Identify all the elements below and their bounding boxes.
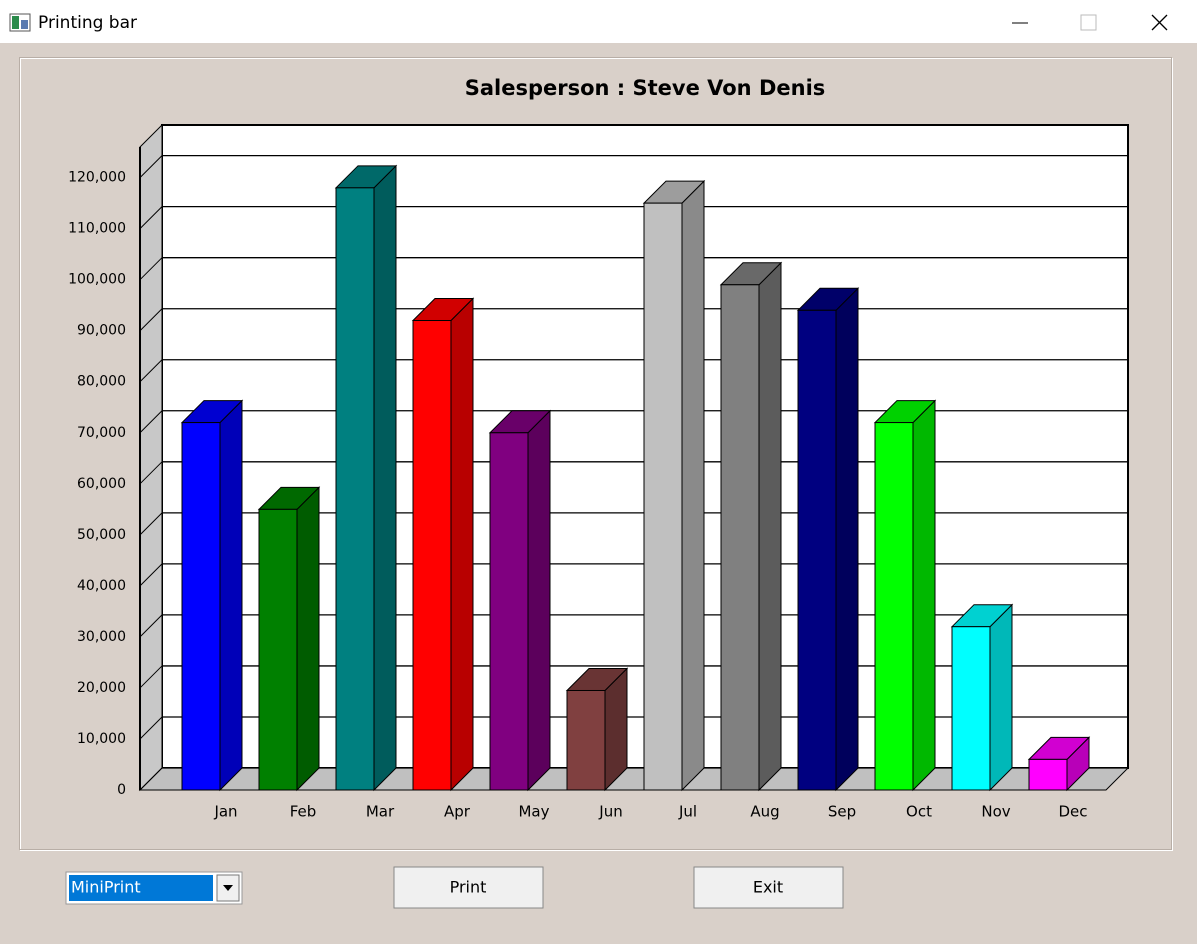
- y-tick-label: 0: [117, 782, 126, 798]
- y-tick-label: 60,000: [77, 476, 126, 492]
- bar-side: [912, 399, 936, 792]
- title-bar: [0, 0, 1197, 43]
- maximize-button[interactable]: [1080, 14, 1097, 31]
- app-icon-part: [12, 16, 19, 29]
- x-tick-label: Mar: [366, 803, 395, 821]
- x-tick-label: Jul: [678, 803, 697, 821]
- wall-grid-line: [139, 206, 163, 230]
- y-tick-label: 20,000: [77, 680, 126, 696]
- bar-front: [335, 187, 375, 791]
- x-tick-label: Feb: [290, 803, 317, 821]
- wall-grid-line: [139, 257, 163, 281]
- combo-selection: [69, 875, 213, 901]
- chart-title: Salesperson : Steve Von Denis: [465, 76, 826, 100]
- group-box: [20, 58, 1173, 851]
- bar: [642, 179, 706, 792]
- app-icon-part: [21, 20, 28, 29]
- y-tick-label: 70,000: [77, 425, 126, 441]
- x-tick-label: Sep: [828, 803, 856, 821]
- y-tick-label: 90,000: [77, 323, 126, 339]
- bar-side: [989, 603, 1013, 792]
- wall-grid-line: [139, 614, 163, 638]
- arrow-icon: [223, 885, 233, 891]
- bar: [488, 409, 552, 792]
- bar: [180, 399, 244, 792]
- combo-text: MiniPrint: [71, 878, 141, 897]
- bar-side: [450, 297, 474, 792]
- x-tick-label: Oct: [906, 803, 932, 821]
- bar: [950, 603, 1014, 792]
- wall-grid-line: [139, 767, 163, 791]
- bar-side: [219, 399, 243, 792]
- wall-grid-line: [139, 155, 163, 178]
- wall-grid-line: [139, 308, 163, 332]
- bar: [1027, 736, 1091, 792]
- y-tick-label: 50,000: [77, 527, 126, 543]
- bar-side: [681, 179, 705, 792]
- y-tick-label: 30,000: [77, 629, 126, 645]
- x-tick-label: Dec: [1058, 803, 1087, 821]
- bar: [334, 164, 398, 792]
- print-button[interactable]: [393, 866, 544, 909]
- y-tick-label: 80,000: [77, 374, 126, 390]
- group-box-shadow: [19, 57, 1172, 850]
- bar: [411, 297, 475, 792]
- bar: [257, 486, 321, 792]
- window-title: Printing bar: [38, 13, 137, 33]
- bar: [565, 667, 629, 792]
- exit-button[interactable]: [693, 866, 844, 909]
- bar-front: [566, 689, 606, 791]
- bar-front: [643, 202, 683, 791]
- wall-grid-line: [139, 716, 163, 740]
- x-tick-label: Jan: [213, 803, 237, 821]
- bar-side: [296, 486, 320, 792]
- bar: [719, 261, 783, 792]
- bar-side: [758, 261, 782, 792]
- x-tick-label: May: [518, 803, 549, 821]
- x-tick-label: Aug: [750, 803, 779, 821]
- y-tick-label: 10,000: [77, 731, 126, 747]
- print-label: Print: [450, 878, 487, 897]
- wall-grid-line: [139, 512, 163, 536]
- close-button[interactable]: [1151, 14, 1168, 31]
- y-tick-label: 120,000: [68, 170, 126, 186]
- y-tick-label: 100,000: [68, 272, 126, 288]
- y-tick-label: 110,000: [68, 221, 126, 237]
- y-tick-label: 40,000: [77, 578, 126, 594]
- bar-front: [951, 626, 991, 791]
- chart: 0 10,000 20,000 30,000 40,000 50,000 60,000 70,…: [68, 123, 1130, 821]
- wall-grid-line: [139, 410, 163, 434]
- bar-front: [874, 422, 914, 791]
- bar-front: [797, 309, 837, 791]
- x-tick-label: Nov: [981, 803, 1010, 821]
- bar-side: [835, 287, 859, 792]
- bar: [873, 399, 937, 792]
- x-tick-label: Apr: [444, 803, 471, 821]
- x-tick-label: Jun: [598, 803, 622, 821]
- wall-grid-line: [139, 665, 163, 689]
- bar: [796, 287, 860, 792]
- bar-side: [373, 164, 397, 792]
- wall-grid-line: [139, 461, 163, 485]
- bar-front: [181, 422, 221, 791]
- bar-side: [527, 409, 551, 792]
- bar-front: [258, 508, 298, 791]
- wall-grid-line: [139, 563, 163, 587]
- bar-front: [412, 320, 452, 791]
- bar-front: [489, 432, 529, 791]
- wall-grid-line: [139, 359, 163, 383]
- bar-front: [1028, 758, 1068, 791]
- bar-front: [720, 284, 760, 791]
- exit-label: Exit: [753, 878, 783, 897]
